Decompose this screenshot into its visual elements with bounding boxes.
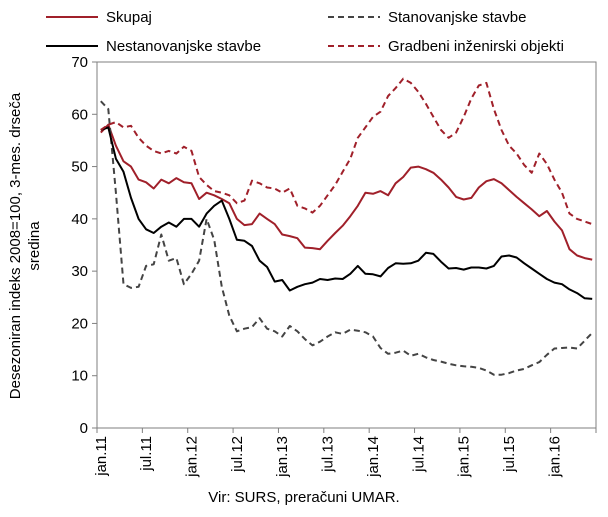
x-tick-label: jan.11 [93,436,110,477]
x-tick-label: jul.13 [320,436,337,473]
source-note: Vir: SURS, preračuni UMAR. [208,489,399,506]
y-axis-title: Desezoniran indeks 2008=100, 3-mes. drse… [7,92,43,399]
y-tick-label: 30 [71,263,88,280]
legend-label-4: Gradbeni inženirski objekti [388,38,564,55]
legend-label-1: Skupaj [106,9,152,26]
legend: Skupaj Stanovanjske stavbe Nestanovanjske … [46,9,564,55]
y-tick-label: 70 [71,54,88,71]
series-layer [100,77,593,376]
y-axis-title-line-2: sredina [26,221,43,271]
y-tick-label: 0 [80,420,88,437]
x-tick-label: jan.12 [184,436,201,478]
x-tick-label: jan.14 [365,436,382,478]
x-tick-label: jul.11 [138,436,155,472]
legend-label-3: Nestanovanjske stavbe [106,38,261,55]
x-axis-ticks: jan.11 jul.11 jan.12 jul.12 jan.13 jul.13 jan.… [93,428,597,478]
series-line-3 [100,126,593,300]
x-tick-label: jul.15 [501,436,518,473]
y-tick-label: 60 [71,106,88,123]
x-tick-label: jan.16 [546,436,563,478]
y-tick-label: 40 [71,211,88,228]
y-axis-ticks: 0 10 20 30 40 50 60 70 [71,54,97,437]
y-tick-label: 50 [71,159,88,176]
x-tick-label: jan.13 [274,436,291,478]
plot-frame [96,61,597,429]
y-axis-title-line-1: Desezoniran indeks 2008=100, 3-mes. drse… [7,92,24,399]
series-line-2 [100,100,593,376]
series-line-4 [100,77,593,226]
x-tick-label: jan.15 [456,436,473,478]
x-tick-label: jul.14 [410,436,427,473]
x-tick-label: jul.12 [229,436,246,473]
y-tick-label: 20 [71,315,88,332]
y-tick-label: 10 [71,368,88,385]
series-line-1 [100,123,593,261]
legend-label-2: Stanovanjske stavbe [388,9,526,26]
axes [96,61,597,429]
